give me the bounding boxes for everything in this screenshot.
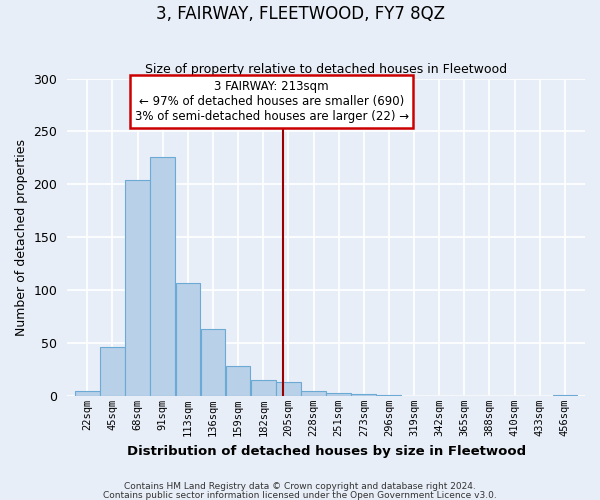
Bar [276,382,301,396]
Title: Size of property relative to detached houses in Fleetwood: Size of property relative to detached ho… [145,63,507,76]
Bar [100,347,125,396]
Text: 3 FAIRWAY: 213sqm
← 97% of detached houses are smaller (690)
3% of semi-detached: 3 FAIRWAY: 213sqm ← 97% of detached hous… [134,80,409,123]
Bar [326,392,351,396]
Bar [200,329,225,396]
Bar [352,394,376,396]
Bar [301,390,326,396]
Y-axis label: Number of detached properties: Number of detached properties [15,138,28,336]
Bar [377,395,401,396]
X-axis label: Distribution of detached houses by size in Fleetwood: Distribution of detached houses by size … [127,444,526,458]
Text: Contains public sector information licensed under the Open Government Licence v3: Contains public sector information licen… [103,490,497,500]
Bar [226,366,250,396]
Bar [151,157,175,396]
Text: 3, FAIRWAY, FLEETWOOD, FY7 8QZ: 3, FAIRWAY, FLEETWOOD, FY7 8QZ [155,5,445,23]
Bar [251,380,275,396]
Text: Contains HM Land Registry data © Crown copyright and database right 2024.: Contains HM Land Registry data © Crown c… [124,482,476,491]
Bar [176,282,200,396]
Bar [75,390,100,396]
Bar [553,395,577,396]
Bar [125,180,150,396]
